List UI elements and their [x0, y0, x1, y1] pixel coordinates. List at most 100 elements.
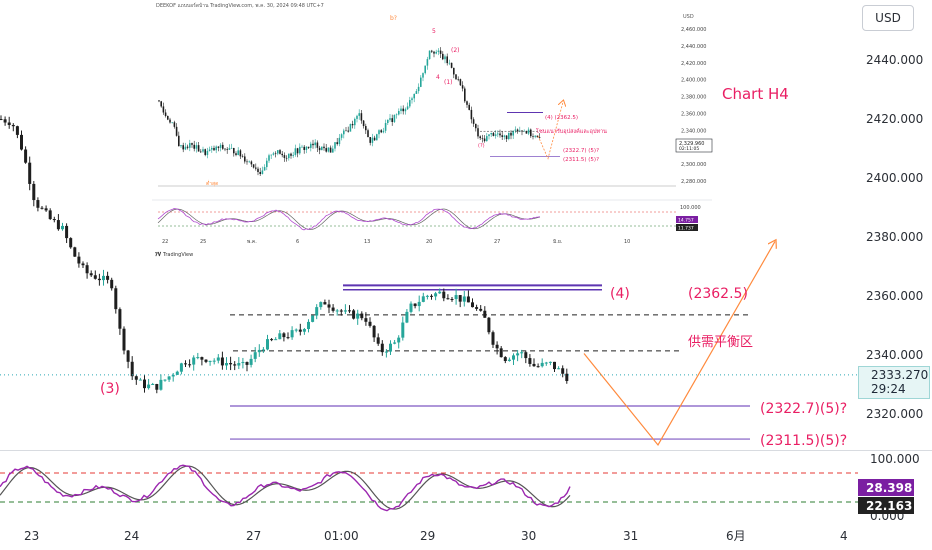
inset-candle-body [340, 134, 343, 138]
candle-body [454, 295, 458, 300]
candle-body [151, 384, 155, 386]
inset-candle-body [208, 149, 211, 151]
inset-candle-body [329, 147, 332, 153]
stoch-k-value: 28.398 [866, 481, 912, 495]
inset-candle-body [391, 118, 393, 122]
inset-candle-body [494, 134, 497, 136]
inset-stoch-tag-2 [676, 224, 698, 231]
inset-candle-body [532, 136, 534, 137]
inset-x-tick: 25 [200, 239, 206, 245]
inset-candle-body [200, 151, 202, 153]
stochastic-panel[interactable]: 100.000 0.000 28.398 22.163 [0, 450, 932, 524]
candle-body [438, 291, 442, 294]
candle-body [266, 339, 269, 350]
candle-body [401, 322, 405, 338]
inset-candle-body [305, 146, 308, 150]
candle-body [372, 325, 376, 338]
candle-body [44, 208, 48, 211]
inset-candle-body [316, 142, 319, 148]
inset-candle-body [167, 115, 169, 120]
candle-body [409, 303, 413, 312]
candle-body [167, 376, 171, 380]
inset-candle-body [404, 109, 407, 112]
inset-candle-body [481, 138, 484, 139]
candle-body [298, 329, 302, 332]
candle-body [237, 363, 241, 366]
candle-body [425, 295, 429, 297]
inset-candle-body [362, 120, 365, 127]
inset-candle-body [250, 161, 253, 165]
candle-body [233, 364, 237, 366]
candle-body [73, 247, 77, 257]
inset-candle-body [206, 150, 209, 155]
candle-body [557, 368, 561, 370]
candle-body [138, 379, 142, 381]
inset-candle-body [343, 130, 345, 135]
candle-body [356, 313, 360, 319]
candle-body [15, 126, 19, 135]
inset-x-tick: พ.ค. [247, 239, 257, 245]
candle-body [278, 333, 282, 340]
candle-body [327, 304, 331, 308]
inset-candle-body [503, 135, 506, 137]
stoch-tick-100: 100.000 [870, 452, 920, 466]
inset-candle-body [475, 123, 477, 129]
inset-candle-body [182, 145, 184, 150]
inset-candle-body [380, 130, 382, 133]
inset-candle-body [345, 130, 347, 132]
candle-body [89, 273, 93, 276]
inset-countdown: 02:11:05 [679, 146, 699, 152]
inset-candle-body [468, 104, 470, 110]
y-tick-label: 2340.000 [866, 348, 923, 362]
inset-y-tick: 2,400.000 [681, 78, 706, 84]
inset-header: DEEKOF แถบบอร์ดบ้าน TradingView.com, พ.ค… [156, 2, 324, 9]
inset-candle-body [516, 129, 519, 132]
candle-body [143, 379, 146, 389]
stoch-d-value: 22.163 [866, 499, 912, 513]
inset-candle-body [334, 142, 336, 149]
inset-forecast-path [537, 102, 563, 160]
inset-wave-bottom: (?) [478, 143, 485, 149]
inset-candle-body [230, 147, 233, 149]
candle-body [28, 162, 32, 184]
inset-candle-body [301, 146, 303, 148]
inset-candle-body [433, 51, 435, 54]
inset-candle-body [268, 155, 270, 161]
candle-body [421, 296, 425, 302]
currency-selector[interactable]: USD [862, 5, 914, 31]
candle-body [417, 301, 421, 307]
inset-candle-body [299, 146, 301, 154]
candle-body [507, 359, 511, 361]
inset-candle-body [413, 93, 415, 99]
inset-candle-body [536, 135, 539, 138]
inset-candle-body [398, 110, 400, 115]
inset-candle-body [444, 56, 446, 60]
candle-body [499, 348, 503, 358]
candle-body [20, 134, 23, 150]
candle-body [36, 200, 40, 208]
inset-candle-body [314, 142, 316, 146]
candle-body [352, 310, 356, 319]
candle-body [561, 368, 565, 374]
inset-h4-chart[interactable]: DEEKOF แถบบอร์ดบ้าน TradingView.com, พ.ค… [152, 0, 713, 258]
inset-candle-body [257, 168, 259, 173]
candle-body [122, 328, 126, 351]
candle-body [348, 310, 351, 312]
candle-body [200, 357, 204, 360]
inset-candle-body [356, 115, 358, 119]
inset-candle-body [169, 119, 171, 123]
candle-body [241, 362, 245, 364]
inset-candle-body [424, 65, 426, 74]
candle-body [323, 302, 327, 305]
inset-x-tick: 22 [162, 239, 168, 245]
candle-body [503, 357, 507, 361]
inset-candle-body [219, 144, 222, 148]
candle-body [483, 310, 487, 318]
inset-candle-body [435, 51, 437, 54]
main-chart[interactable]: 2440.000 2420.000 2400.000 2380.000 2360.000… [0, 53, 923, 449]
inset-candle-body [191, 143, 193, 145]
inset-candle-body [180, 145, 182, 147]
inset-last-price: 2,329.960 [679, 141, 704, 147]
inset-candle-body [270, 154, 272, 156]
